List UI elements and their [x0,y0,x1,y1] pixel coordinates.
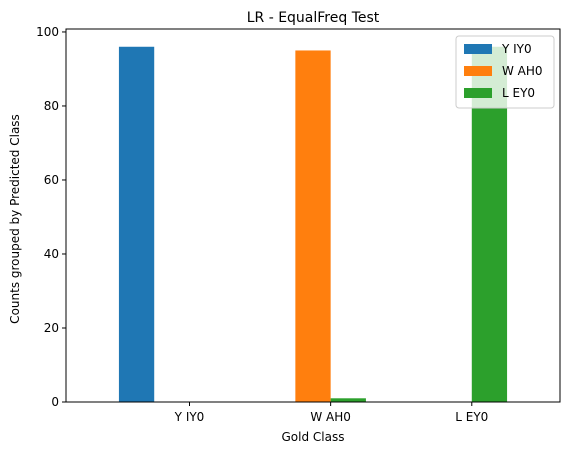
bar-y-iy0-y-iy0 [118,46,155,403]
axes-layer: 0 20 40 60 80 100 Y IY0 W AH0 L EY0 [36,25,561,424]
x-axis-label: Gold Class [282,430,345,444]
y-tick-label: 80 [44,99,59,113]
y-tick-label: 40 [44,247,59,261]
legend-label: Y IY0 [501,42,532,56]
legend-swatch [464,44,492,54]
chart-title: LR - EqualFreq Test [247,10,380,26]
y-tick-label: 20 [44,321,59,335]
x-tick-label: W AH0 [310,410,351,424]
legend-swatch [464,66,492,76]
x-tick-label: L EY0 [455,410,488,424]
y-tick-label: 60 [44,173,59,187]
legend-label: L EY0 [502,86,535,100]
plot-frame [65,28,561,403]
legend-swatch [464,88,492,98]
x-tick-label: Y IY0 [174,410,205,424]
bars-layer [118,46,508,403]
legend: Y IY0 W AH0 L EY0 [455,35,555,109]
y-tick-label: 100 [36,25,59,39]
legend-label: W AH0 [502,64,543,78]
bar-w-ah0-w-ah0 [295,50,331,402]
bar-l-ey0-w-ah0 [330,398,366,402]
y-tick-label: 0 [51,395,59,409]
y-axis-label: Counts grouped by Predicted Class [8,114,22,324]
